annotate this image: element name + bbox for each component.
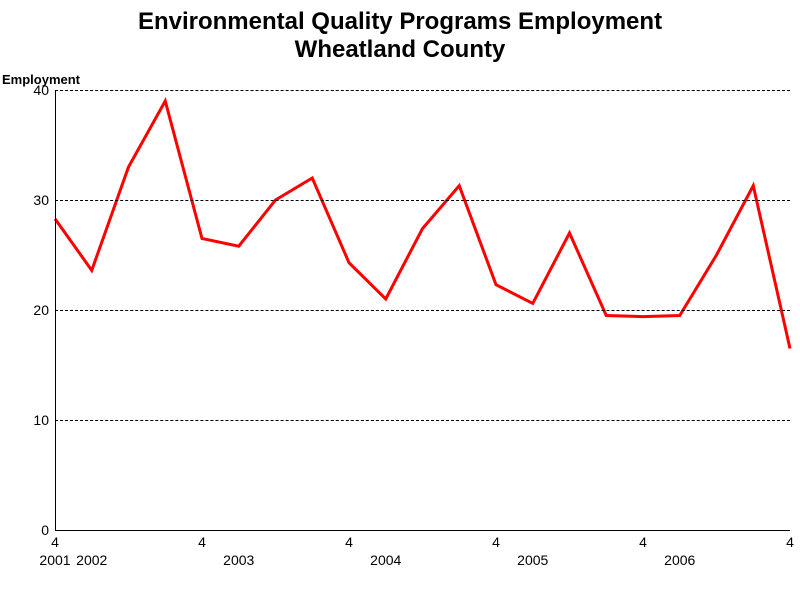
chart-title-line2: Wheatland County bbox=[295, 36, 506, 63]
chart-title-line1: Environmental Quality Programs Employmen… bbox=[138, 8, 662, 35]
y-tick-label: 30 bbox=[0, 192, 49, 208]
x-tick-label: 4 bbox=[492, 534, 500, 550]
y-tick-label: 40 bbox=[0, 82, 49, 98]
x-tick-year-label: 2002 bbox=[76, 552, 107, 568]
x-tick-label: 4 bbox=[786, 534, 794, 550]
chart-container: Environmental Quality Programs Employmen… bbox=[0, 0, 800, 600]
gridline bbox=[55, 310, 790, 311]
y-tick-label: 10 bbox=[0, 412, 49, 428]
chart-title: Environmental Quality Programs Employmen… bbox=[0, 8, 800, 63]
x-tick-label: 4 bbox=[345, 534, 353, 550]
x-tick-year-label: 2001 bbox=[39, 552, 70, 568]
x-tick-year-label: 2003 bbox=[223, 552, 254, 568]
x-tick-year-label: 2004 bbox=[370, 552, 401, 568]
x-tick-year-label: 2005 bbox=[517, 552, 548, 568]
x-axis bbox=[55, 530, 790, 531]
x-tick-year-label: 2006 bbox=[664, 552, 695, 568]
gridline bbox=[55, 200, 790, 201]
y-axis bbox=[55, 90, 56, 530]
x-tick-label: 4 bbox=[198, 534, 206, 550]
y-tick-label: 20 bbox=[0, 302, 49, 318]
gridline bbox=[55, 420, 790, 421]
plot-area bbox=[55, 90, 790, 530]
y-tick-label: 0 bbox=[0, 522, 49, 538]
x-tick-label: 4 bbox=[51, 534, 59, 550]
x-tick-label: 4 bbox=[639, 534, 647, 550]
gridline bbox=[55, 90, 790, 91]
